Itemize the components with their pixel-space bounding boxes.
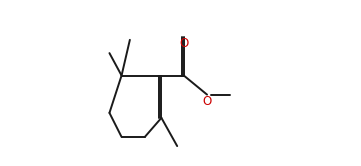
Text: O: O: [203, 95, 212, 108]
Text: O: O: [179, 38, 188, 50]
